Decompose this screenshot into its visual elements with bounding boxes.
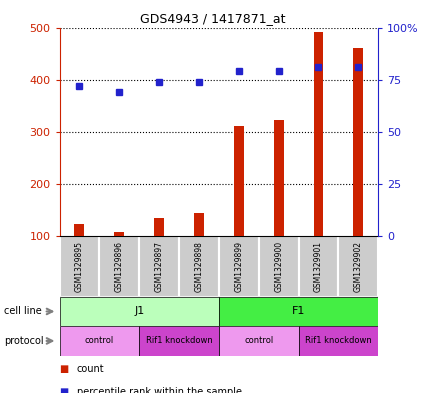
Text: percentile rank within the sample: percentile rank within the sample [76,387,241,393]
Bar [234,127,244,236]
Bar [338,236,378,297]
Text: GSM1329902: GSM1329902 [354,241,363,292]
Text: Rif1 knockdown: Rif1 knockdown [305,336,372,345]
Bar [298,326,378,356]
Text: GSM1329896: GSM1329896 [115,241,124,292]
Bar [74,224,85,236]
Bar [154,218,164,236]
Bar [179,236,219,297]
Text: GSM1329898: GSM1329898 [195,241,204,292]
Text: count: count [76,364,104,373]
Text: cell line: cell line [4,307,42,316]
Text: GSM1329901: GSM1329901 [314,241,323,292]
Text: GSM1329897: GSM1329897 [155,241,164,292]
Text: GSM1329899: GSM1329899 [234,241,243,292]
Bar [139,236,179,297]
Bar [60,326,139,356]
Bar [99,236,139,297]
Bar [219,297,378,326]
Text: F1: F1 [292,307,305,316]
Bar [219,326,298,356]
Text: control: control [85,336,114,345]
Bar [274,120,283,236]
Text: GDS4943 / 1417871_at: GDS4943 / 1417871_at [140,12,285,25]
Bar [139,326,219,356]
Text: ■: ■ [60,364,72,373]
Bar [353,48,363,236]
Text: J1: J1 [134,307,144,316]
Bar [60,236,99,297]
Bar [259,236,298,297]
Bar [314,32,323,236]
Text: protocol: protocol [4,336,44,346]
Bar [60,297,219,326]
Bar [298,236,338,297]
Bar [194,213,204,236]
Text: control: control [244,336,273,345]
Text: GSM1329900: GSM1329900 [274,241,283,292]
Text: GSM1329895: GSM1329895 [75,241,84,292]
Text: ■: ■ [60,387,72,393]
Bar [219,236,259,297]
Text: Rif1 knockdown: Rif1 knockdown [146,336,212,345]
Bar [114,231,124,236]
